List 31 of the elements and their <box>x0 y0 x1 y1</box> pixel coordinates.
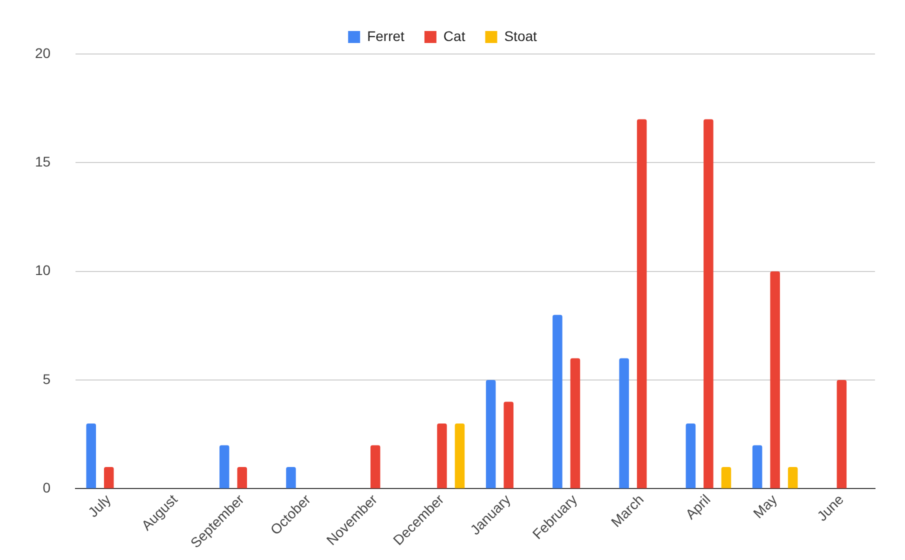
y-tick-label: 5 <box>42 370 51 387</box>
bar <box>104 466 114 488</box>
y-tick-label: 15 <box>34 154 51 170</box>
bar <box>552 314 562 488</box>
x-tick-label: July <box>84 491 114 520</box>
legend-label: Ferret <box>367 28 405 44</box>
bar <box>752 445 762 488</box>
bar <box>686 423 696 488</box>
bar <box>437 423 447 488</box>
bar <box>86 423 96 488</box>
bar <box>570 358 580 488</box>
bar <box>286 466 296 488</box>
y-tick-label: 20 <box>34 44 51 61</box>
bar <box>454 423 465 488</box>
legend-label: Cat <box>443 28 466 44</box>
bar <box>721 466 732 488</box>
bar <box>486 380 496 488</box>
bar <box>219 445 230 488</box>
bar <box>788 466 798 488</box>
bar <box>504 402 514 488</box>
bar <box>370 445 380 488</box>
legend-label: Stoat <box>504 28 538 44</box>
bar <box>704 119 714 488</box>
bar <box>636 119 647 488</box>
y-tick-label: 10 <box>34 262 51 278</box>
bar <box>237 466 248 488</box>
bar <box>836 380 847 488</box>
x-tick-label: May <box>750 491 780 522</box>
y-tick-label: 0 <box>42 480 51 496</box>
bar <box>619 358 629 488</box>
bar <box>770 271 780 488</box>
